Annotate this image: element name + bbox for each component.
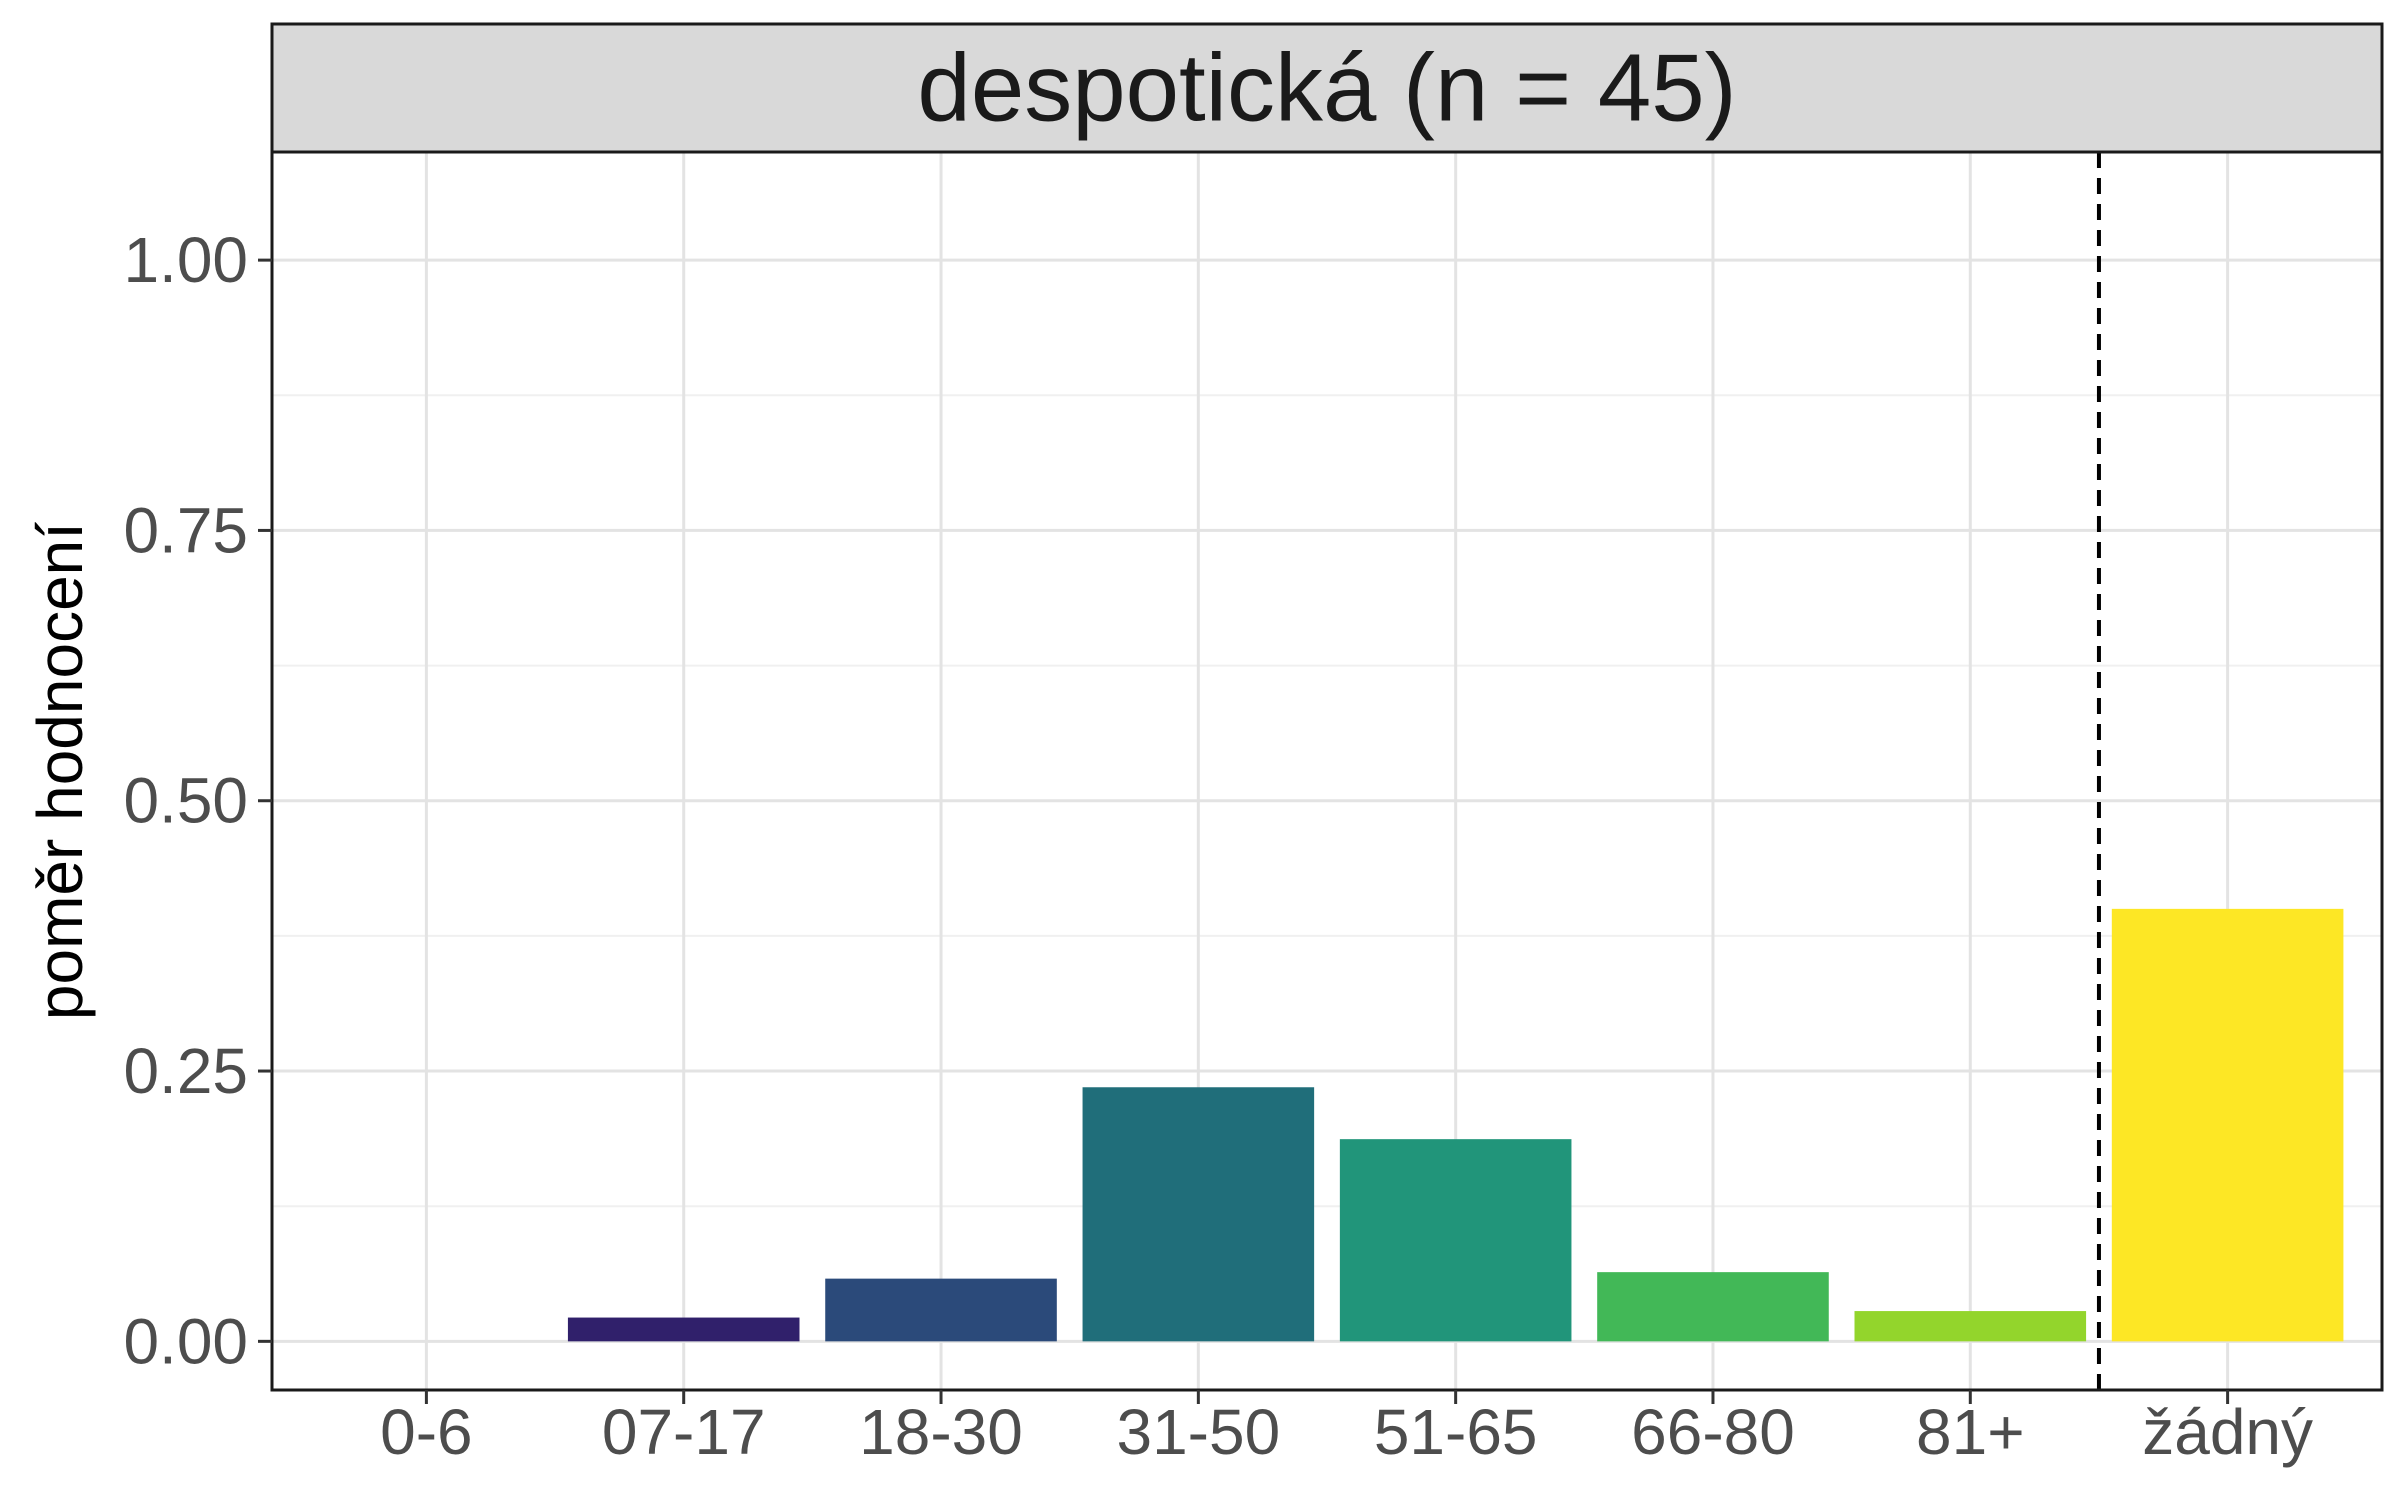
bars — [567, 908, 2344, 1342]
y-tick-label: 1.00 — [123, 224, 248, 296]
y-tick-label: 0.50 — [123, 765, 248, 837]
bar-81+ — [1854, 1311, 2087, 1342]
bar-66-80 — [1597, 1272, 1829, 1342]
x-tick-label: 81+ — [1916, 1396, 2025, 1468]
bar-31-50 — [1082, 1087, 1315, 1342]
x-tick-label: 07-17 — [602, 1396, 766, 1468]
x-tick-label: 66-80 — [1631, 1396, 1795, 1468]
bar-žádný — [2111, 908, 2344, 1342]
grid — [272, 152, 2382, 1390]
y-axis-title: poměr hodnocení — [24, 522, 96, 1020]
x-axis: 0-6 07-17 18-30 31-50 51-65 66-80 81+ žádný — [380, 1390, 2313, 1468]
y-axis: 0.00 0.25 0.50 0.75 1.00 — [123, 224, 272, 1377]
x-tick-label: 31-50 — [1116, 1396, 1280, 1468]
facet-strip — [270, 22, 2384, 154]
x-tick-label: 51-65 — [1374, 1396, 1538, 1468]
x-tick-label: 0-6 — [380, 1396, 473, 1468]
bar-18-30 — [825, 1278, 1057, 1342]
x-tick-label: žádný — [2142, 1396, 2313, 1468]
y-tick-label: 0.00 — [123, 1305, 248, 1377]
plot-panel — [272, 152, 2382, 1390]
bar-07-17 — [567, 1317, 800, 1342]
y-tick-label: 0.75 — [123, 494, 248, 566]
x-tick-label: 18-30 — [859, 1396, 1023, 1468]
panel-border — [270, 150, 2384, 1392]
facet-title: despotická (n = 45) — [917, 35, 1736, 142]
bar-51-65 — [1339, 1139, 1572, 1342]
y-tick-label: 0.25 — [123, 1035, 248, 1107]
